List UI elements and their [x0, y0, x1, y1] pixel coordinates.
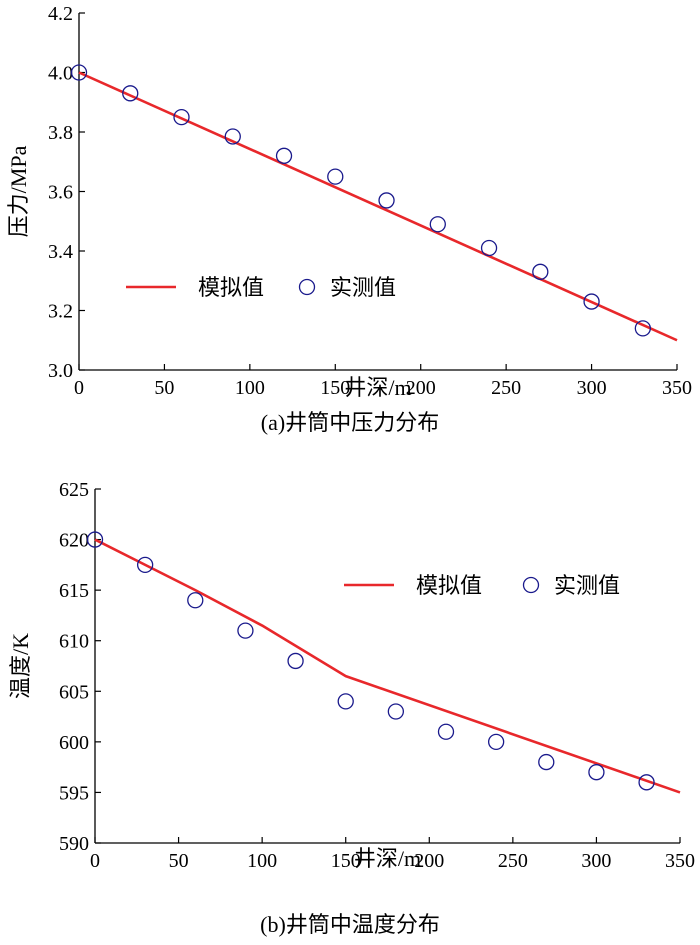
x-tick-label: 300	[581, 850, 611, 872]
x-tick-label: 50	[169, 850, 189, 872]
data-point-measured	[487, 733, 505, 751]
y-tick-label: 3.4	[48, 241, 73, 263]
chart-b: 0 50 100 150 200 250 300 350 590 595 600 605 610 615 6…	[8, 479, 695, 937]
x-tick-label: 350	[662, 377, 692, 399]
data-point-measured	[327, 168, 344, 185]
data-point-measured	[122, 85, 139, 102]
data-point-measured	[583, 293, 600, 310]
y-tick-label: 590	[59, 833, 89, 855]
y-tick-label: 3.6	[48, 182, 73, 204]
data-point-measured	[480, 239, 498, 257]
legend-label-simulated: 模拟值	[198, 275, 264, 300]
data-point-measured	[588, 764, 605, 781]
data-point-measured	[538, 753, 555, 771]
y-axis-label: 压力/MPa	[6, 145, 31, 237]
data-point-measured	[70, 64, 88, 81]
x-tick-label: 200	[414, 850, 444, 872]
data-point-measured	[224, 128, 241, 145]
data-point-measured	[378, 192, 395, 209]
x-tick-label: 250	[491, 377, 521, 399]
x-tick-label: 250	[498, 850, 528, 872]
series-line-simulated	[94, 538, 681, 794]
x-tick-label: 300	[577, 377, 607, 399]
x-tick-label: 350	[665, 850, 695, 872]
data-point-measured	[337, 693, 354, 710]
y-tick-label: 610	[59, 631, 89, 653]
y-axis-label: 温度/K	[8, 633, 33, 699]
y-tick-label: 3.8	[48, 122, 73, 144]
legend-label-measured: 实测值	[330, 275, 396, 300]
data-point-measured	[173, 108, 190, 126]
legend-marker-swatch	[522, 576, 540, 594]
x-tick-label: 100	[235, 377, 265, 399]
data-point-measured	[86, 531, 104, 548]
y-tick-label: 4.2	[48, 3, 73, 25]
y-tick-label: 595	[59, 782, 89, 804]
y-tick-label: 615	[59, 580, 89, 602]
x-axis-label: 井深/m	[344, 375, 411, 400]
data-point-measured	[634, 320, 651, 337]
y-tick-label: 605	[59, 681, 89, 703]
chart-caption: (b)井筒中温度分布	[260, 912, 440, 937]
x-tick-label: 0	[74, 377, 84, 399]
chart-caption: (a)井筒中压力分布	[261, 410, 439, 435]
legend: 模拟值 实测值	[126, 275, 396, 300]
legend-marker-swatch	[298, 278, 316, 296]
legend-label-simulated: 模拟值	[416, 573, 482, 598]
data-point-measured	[437, 723, 455, 740]
y-tick-label: 4.0	[48, 63, 73, 85]
data-point-measured	[287, 652, 304, 670]
y-tick-label: 625	[59, 479, 89, 501]
data-point-measured	[187, 592, 204, 609]
y-tick-label: 3.0	[48, 360, 73, 382]
y-tick-label: 620	[59, 530, 89, 552]
data-point-measured	[532, 263, 549, 280]
data-point-measured	[136, 556, 154, 574]
legend: 模拟值 实测值	[344, 573, 620, 598]
data-point-measured	[429, 216, 446, 233]
x-axis-label: 井深/m	[354, 846, 421, 871]
data-point-measured	[275, 147, 293, 164]
series-line-simulated	[78, 71, 678, 342]
chart-a: 0 50 100 150 200 250 300 350 3.0 3.2 3.4 3.6 3.8 4.0 4…	[6, 3, 692, 435]
data-point-measured	[237, 622, 254, 639]
x-tick-label: 200	[406, 377, 436, 399]
legend-label-measured: 实测值	[554, 573, 620, 598]
x-tick-label: 150	[320, 377, 350, 399]
y-tick-label: 600	[59, 732, 89, 754]
y-tick-label: 3.2	[48, 301, 73, 323]
x-tick-label: 150	[331, 850, 361, 872]
data-point-measured	[387, 703, 405, 720]
x-tick-label: 100	[247, 850, 277, 872]
x-tick-label: 50	[154, 377, 174, 399]
data-point-measured	[638, 774, 655, 791]
x-tick-label: 0	[90, 850, 100, 872]
